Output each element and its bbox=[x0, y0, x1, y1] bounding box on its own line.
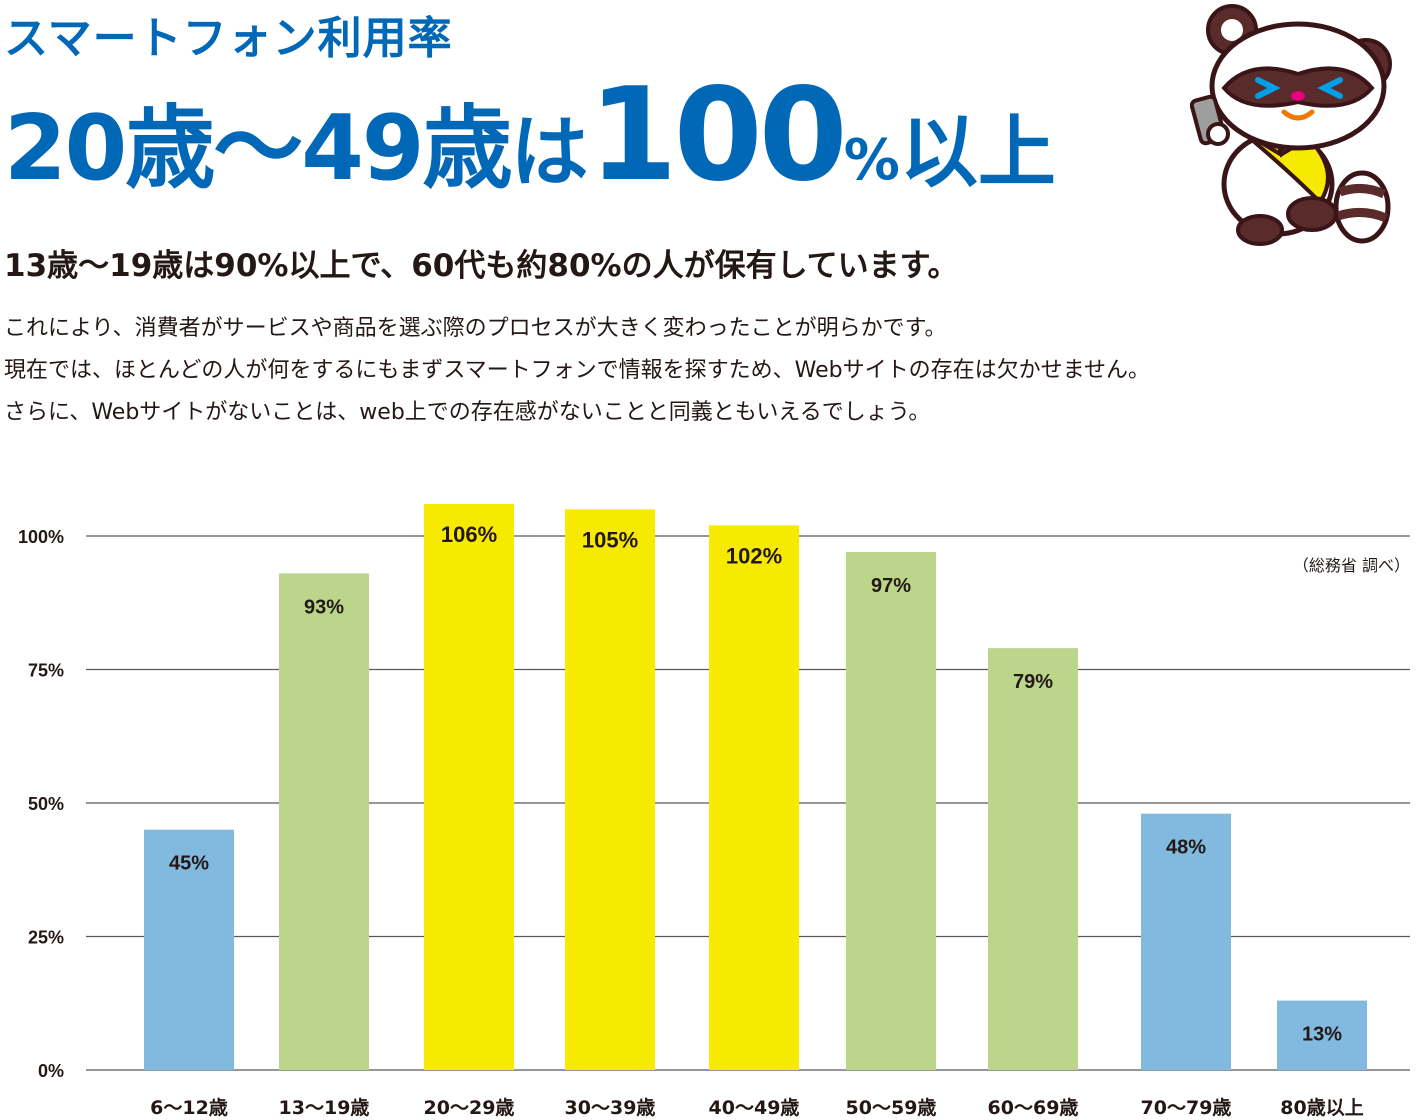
bar bbox=[1141, 813, 1231, 1070]
body-line: これにより、消費者がサービスや商品を選ぶ際のプロセスが大きく変わったことが明らか… bbox=[4, 316, 947, 341]
x-category-label: 13〜19歳 bbox=[279, 1097, 370, 1119]
bar bbox=[1277, 1000, 1367, 1070]
body-line: さらに、Webサイトがないことは、web上での存在感がないことと同義ともいえるで… bbox=[4, 400, 931, 425]
bar bbox=[988, 648, 1078, 1070]
y-tick-label: 25% bbox=[28, 928, 64, 948]
bar-value-label: 93% bbox=[304, 596, 344, 618]
source-note: （総務省 調べ） bbox=[1292, 556, 1410, 575]
bar-chart: 0% 25% 50% 75% 100% 45% 6〜12歳 93% 13〜19歳 106% 20〜2… bbox=[18, 503, 1410, 1119]
headline-ijo: 以上 bbox=[899, 108, 1056, 198]
bar-value-label: 105% bbox=[582, 527, 638, 552]
x-category-label: 40〜49歳 bbox=[709, 1097, 800, 1119]
y-tick-label: 50% bbox=[28, 794, 64, 814]
bar bbox=[144, 829, 234, 1070]
bar-value-label: 102% bbox=[726, 543, 782, 568]
y-tick-label: 0% bbox=[38, 1061, 64, 1081]
headline-age-range: 20歳〜49歳 bbox=[4, 96, 512, 201]
x-category-label: 60〜69歳 bbox=[988, 1097, 1079, 1119]
headline-main: 20歳〜49歳は100%以上 bbox=[4, 72, 1056, 202]
bar bbox=[424, 503, 514, 1071]
x-category-label: 80歳以上 bbox=[1280, 1097, 1363, 1119]
headline-title: スマートフォン利用率 bbox=[4, 13, 453, 64]
x-category-label: 6〜12歳 bbox=[150, 1097, 228, 1119]
x-category-label: 30〜39歳 bbox=[565, 1097, 656, 1119]
x-category-label: 20〜29歳 bbox=[424, 1097, 515, 1119]
headline-percent: % bbox=[843, 128, 900, 193]
bar-value-label: 106% bbox=[441, 522, 497, 547]
y-tick-label: 75% bbox=[28, 661, 64, 681]
x-category-label: 50〜59歳 bbox=[846, 1097, 937, 1119]
x-category-label: 70〜79歳 bbox=[1141, 1097, 1232, 1119]
body-line: 現在では、ほとんどの人が何をするにもまずスマートフォンで情報を探すため、Webサ… bbox=[4, 358, 1150, 383]
subheading: 13歳〜19歳は90%以上で、60代も約80%の人が保有しています。 bbox=[4, 248, 959, 284]
bar-value-label: 48% bbox=[1166, 837, 1206, 859]
bar bbox=[709, 525, 799, 1070]
bar-value-label: 97% bbox=[871, 575, 911, 597]
bar bbox=[565, 509, 655, 1070]
bar bbox=[279, 573, 369, 1070]
headline-number: 100 bbox=[588, 61, 848, 210]
bar-value-label: 79% bbox=[1013, 671, 1053, 693]
body-text: これにより、消費者がサービスや商品を選ぶ際のプロセスが大きく変わったことが明らか… bbox=[4, 308, 1150, 434]
y-tick-label: 100% bbox=[18, 527, 64, 547]
headline-particle: は bbox=[510, 108, 589, 198]
raccoon-mascot-icon bbox=[1190, 4, 1392, 246]
bar-value-label: 13% bbox=[1302, 1024, 1342, 1046]
bar bbox=[846, 552, 936, 1070]
bar-value-label: 45% bbox=[169, 853, 209, 875]
